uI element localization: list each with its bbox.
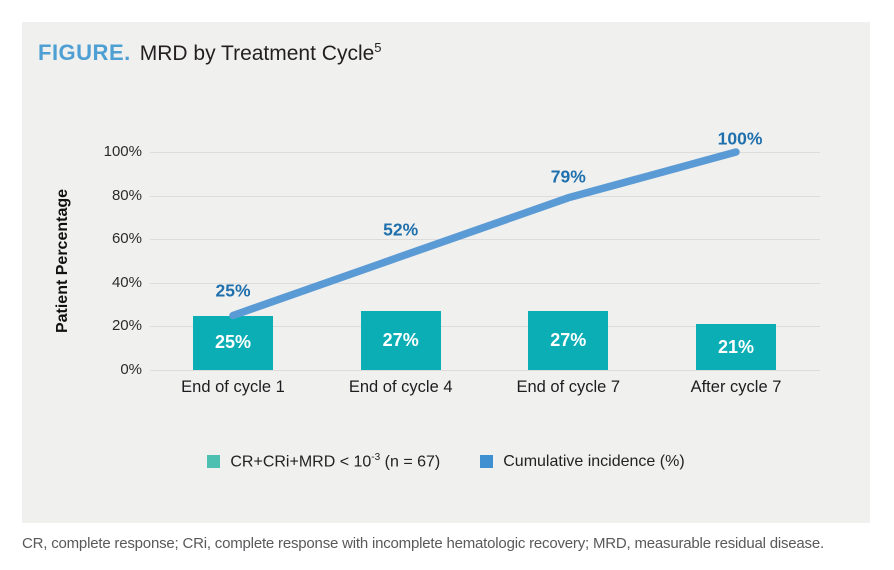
figure-title-reference: 5 [374,40,382,55]
figure-header: FIGURE. MRD by Treatment Cycle5 [38,40,382,66]
y-tick-80: 80% [111,186,142,204]
blue-swatch-icon [480,455,494,469]
x-tick-after-cycle-7: After cycle 7 [690,378,782,396]
figure-panel: FIGURE. MRD by Treatment Cycle5 100% 80% … [22,22,870,523]
y-tick-60: 60% [111,230,142,248]
y-tick-100: 100% [103,143,142,160]
line-value-label-52: 52% [383,219,419,240]
x-tick-end-of-cycle-7: End of cycle 7 [516,378,621,396]
legend-item-line: Cumulative incidence (%) [480,452,685,471]
y-tick-40: 40% [111,273,142,291]
x-tick-end-of-cycle-4: End of cycle 4 [348,378,453,396]
y-tick-20: 20% [111,317,142,335]
bar-value-label: 21% [717,336,755,357]
figure-label: FIGURE. [38,40,131,65]
chart: 100% 80% 60% 40% 20% 0% Patient Percenta… [22,22,870,523]
y-tick-0: 0% [120,361,142,378]
bar-end-of-cycle-1: 25% [193,315,273,370]
line-value-label-79: 79% [550,166,586,187]
bar-value-label: 27% [550,330,587,351]
x-tick-end-of-cycle-1: End of cycle 1 [181,378,285,396]
cumulative-incidence-line [229,148,740,320]
teal-swatch-icon [207,455,221,469]
legend-line-label: Cumulative incidence (%) [503,452,685,470]
gridline-100 [150,152,820,153]
bar-after-cycle-7: 21% [696,324,776,370]
bar-value-label: 25% [214,332,252,353]
gridline-60 [150,239,820,241]
bar-end-of-cycle-4: 27% [360,311,441,370]
legend-item-bars: CR+CRi+MRD < 10-3 (n = 67) [207,452,440,471]
gridline-80 [150,195,820,197]
gridline-0 [150,370,820,371]
y-axis-title: Patient Percentage [54,188,71,334]
figure-title: MRD by Treatment Cycle5 [139,40,382,65]
gridline-20 [150,326,820,328]
legend-bars-label: CR+CRi+MRD < 10-3 (n = 67) [230,452,441,471]
bar-end-of-cycle-7: 27% [528,311,609,370]
figure-title-text: MRD by Treatment Cycle [139,42,375,65]
line-value-label-25: 25% [215,280,251,300]
line-value-label-100: 100% [717,128,763,149]
chart-legend: CR+CRi+MRD < 10-3 (n = 67) Cumulative in… [22,452,870,471]
abbreviations-footnote: CR, complete response; CRi, complete res… [22,535,824,552]
bar-value-label: 27% [382,330,419,351]
